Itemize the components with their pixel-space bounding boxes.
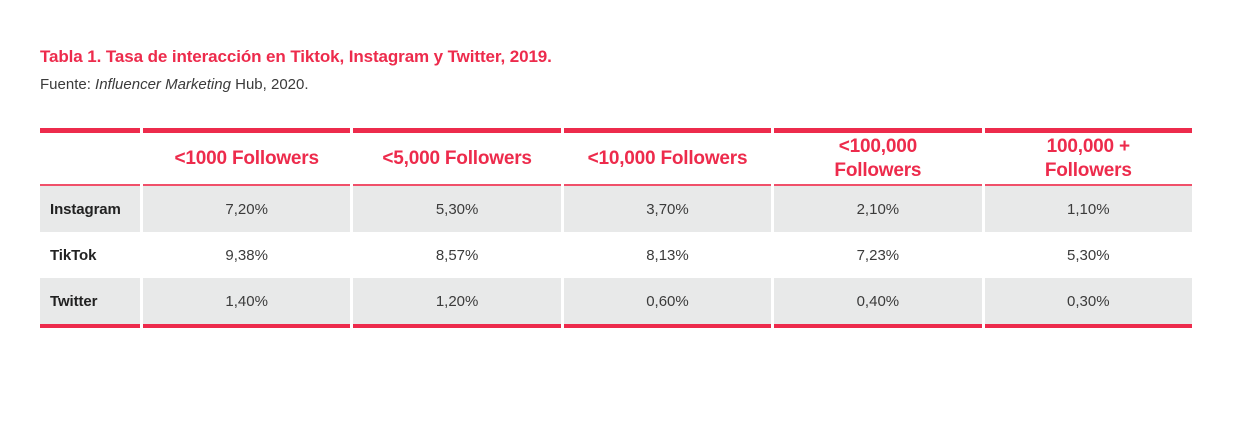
row-label: Twitter: [40, 278, 140, 328]
table-row-tiktok: TikTok 9,38% 8,57% 8,13% 7,23% 5,30%: [40, 232, 1192, 278]
table-cell: 0,30%: [984, 278, 1192, 328]
row-label: TikTok: [50, 246, 97, 264]
table-cell: 5,30%: [353, 186, 561, 232]
column-header-100000plus: 100,000 + Followers: [984, 128, 1192, 186]
table-cell: 1,10%: [984, 186, 1192, 232]
table-cell: 7,20%: [143, 186, 351, 232]
row-label: Instagram: [40, 186, 140, 232]
engagement-rate-table: <1000 Followers <5,000 Followers <10,000…: [37, 128, 1195, 328]
table-row-instagram: Instagram 7,20% 5,30% 3,70% 2,10% 1,10%: [40, 186, 1192, 232]
page: Tabla 1. Tasa de interacción en Tiktok, …: [0, 47, 1235, 328]
source-prefix: Fuente:: [40, 76, 96, 93]
table-cell: 0,60%: [563, 278, 772, 328]
table-title: Tabla 1. Tasa de interacción en Tiktok, …: [40, 47, 552, 66]
table-cell: 9,38%: [225, 246, 268, 264]
table-cell: 2,10%: [774, 186, 982, 232]
table-source: Fuente: Influencer Marketing Hub, 2020.: [40, 76, 1198, 93]
header-row: <1000 Followers <5,000 Followers <10,000…: [40, 128, 1192, 186]
source-italic: Influencer Marketing: [95, 76, 231, 93]
table-cell: 1,40%: [143, 278, 351, 328]
table-cell: 7,23%: [856, 246, 900, 264]
table-cell: 8,13%: [646, 246, 689, 264]
table-cell: 3,70%: [563, 186, 772, 232]
table-cell: 8,57%: [435, 246, 479, 264]
column-header-platform: [40, 128, 140, 186]
table-cell: 0,40%: [774, 278, 982, 328]
column-header-lt5000: <5,000 Followers: [353, 128, 561, 186]
table-caption: Tabla 1. Tasa de interacción en Tiktok, …: [40, 47, 1198, 93]
table-cell: 1,20%: [353, 278, 561, 328]
column-header-lt100000: <100,000 Followers: [774, 128, 982, 186]
source-suffix: Hub, 2020.: [230, 76, 309, 93]
column-header-lt10000: <10,000 Followers: [563, 128, 772, 186]
table-row-twitter: Twitter 1,40% 1,20% 0,60% 0,40% 0,30%: [40, 278, 1192, 328]
table-cell: 5,30%: [1067, 246, 1110, 264]
column-header-lt1000: <1000 Followers: [143, 128, 351, 186]
